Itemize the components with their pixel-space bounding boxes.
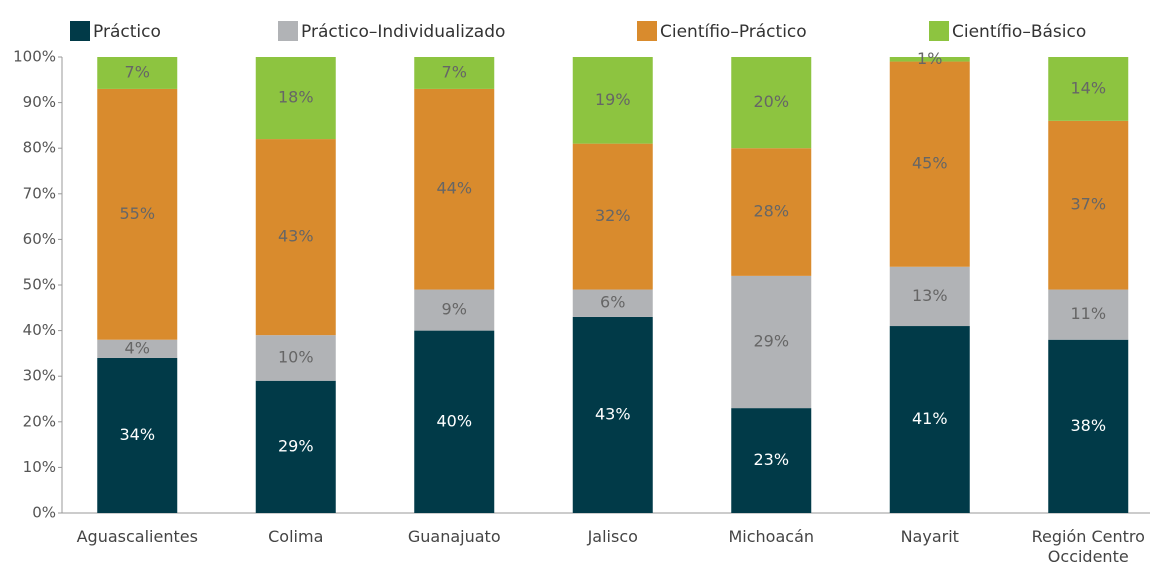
bar-segment bbox=[572, 143, 653, 290]
x-tick-label: Guanajuato bbox=[407, 527, 501, 546]
legend-label: Científio–Básico bbox=[952, 22, 1086, 42]
legend-label: Práctico–Individualizado bbox=[301, 22, 505, 42]
bar-segment bbox=[889, 61, 970, 267]
data-label: 4% bbox=[125, 338, 150, 357]
bar-segment bbox=[414, 330, 495, 513]
bar-segment bbox=[731, 408, 812, 513]
x-tick-label: Aguascalientes bbox=[76, 527, 198, 546]
data-label: 40% bbox=[436, 411, 472, 430]
y-tick-label: 90% bbox=[23, 93, 56, 111]
bar-segment bbox=[414, 289, 495, 331]
y-tick-label: 40% bbox=[23, 321, 56, 339]
bar-segment bbox=[889, 326, 970, 513]
data-label: 13% bbox=[912, 286, 948, 305]
legend-swatch bbox=[637, 21, 657, 41]
data-label: 43% bbox=[595, 404, 631, 423]
legend-label: Científio–Práctico bbox=[660, 22, 807, 42]
data-label: 29% bbox=[753, 332, 789, 351]
y-tick-label: 60% bbox=[23, 230, 56, 248]
bar-segment bbox=[414, 57, 495, 89]
x-tick-label: Nayarit bbox=[900, 527, 959, 546]
bar-segment bbox=[97, 57, 178, 89]
data-label: 34% bbox=[119, 425, 155, 444]
data-label: 45% bbox=[912, 154, 948, 173]
data-label: 19% bbox=[595, 90, 631, 109]
data-label: 44% bbox=[436, 179, 472, 198]
data-label: 14% bbox=[1070, 78, 1106, 97]
legend-swatch bbox=[929, 21, 949, 41]
data-label: 29% bbox=[278, 436, 314, 455]
data-label: 41% bbox=[912, 409, 948, 428]
bar-segment bbox=[572, 316, 653, 513]
bar-segment bbox=[414, 88, 495, 290]
bar-segment bbox=[731, 148, 812, 276]
x-tick-label: Región Centro Occidente bbox=[1031, 527, 1145, 566]
data-label: 28% bbox=[753, 202, 789, 221]
data-label: 9% bbox=[442, 300, 467, 319]
x-tick-label: Michoacán bbox=[728, 527, 815, 546]
legend-swatch bbox=[278, 21, 298, 41]
bar-segment bbox=[1048, 339, 1129, 513]
data-label: 7% bbox=[442, 62, 467, 81]
legend-swatch bbox=[70, 21, 90, 41]
bar-segment bbox=[731, 275, 812, 409]
data-label: 11% bbox=[1070, 304, 1106, 323]
x-tick-label: Jalisco bbox=[587, 527, 638, 546]
bar-segment bbox=[1048, 289, 1129, 340]
y-tick-label: 30% bbox=[23, 367, 56, 385]
data-label: 6% bbox=[600, 293, 625, 312]
y-tick-label: 70% bbox=[23, 184, 56, 202]
y-tick-label: 20% bbox=[23, 412, 56, 430]
data-label: 32% bbox=[595, 206, 631, 225]
legend-label: Práctico bbox=[93, 22, 161, 42]
bar-segment bbox=[255, 335, 336, 381]
y-tick-label: 0% bbox=[32, 504, 56, 522]
y-tick-label: 50% bbox=[23, 276, 56, 294]
data-label: 20% bbox=[753, 92, 789, 111]
bar-segment bbox=[889, 57, 970, 62]
bar-segment bbox=[1048, 57, 1129, 121]
data-label: 10% bbox=[278, 347, 314, 366]
bar-segment bbox=[572, 289, 653, 317]
data-label: 23% bbox=[753, 450, 789, 469]
bar-segment bbox=[889, 266, 970, 327]
y-tick-label: 100% bbox=[13, 48, 56, 66]
bar-segment bbox=[731, 57, 812, 149]
data-label: 43% bbox=[278, 227, 314, 246]
bar-segment bbox=[255, 57, 336, 140]
bar-segment bbox=[255, 139, 336, 336]
y-tick-label: 10% bbox=[23, 458, 56, 476]
data-label: 18% bbox=[278, 88, 314, 107]
bar-segment bbox=[1048, 120, 1129, 290]
x-tick-label: Colima bbox=[268, 527, 324, 546]
data-label: 1% bbox=[917, 49, 942, 68]
y-tick-label: 80% bbox=[23, 139, 56, 157]
bar-segment bbox=[97, 339, 178, 358]
data-label: 7% bbox=[125, 62, 150, 81]
data-label: 55% bbox=[119, 204, 155, 223]
bar-segment bbox=[572, 57, 653, 144]
bar-segment bbox=[255, 380, 336, 513]
bar-segment bbox=[97, 88, 178, 340]
bar-segment bbox=[97, 357, 178, 513]
data-label: 38% bbox=[1070, 416, 1106, 435]
data-label: 37% bbox=[1070, 195, 1106, 214]
